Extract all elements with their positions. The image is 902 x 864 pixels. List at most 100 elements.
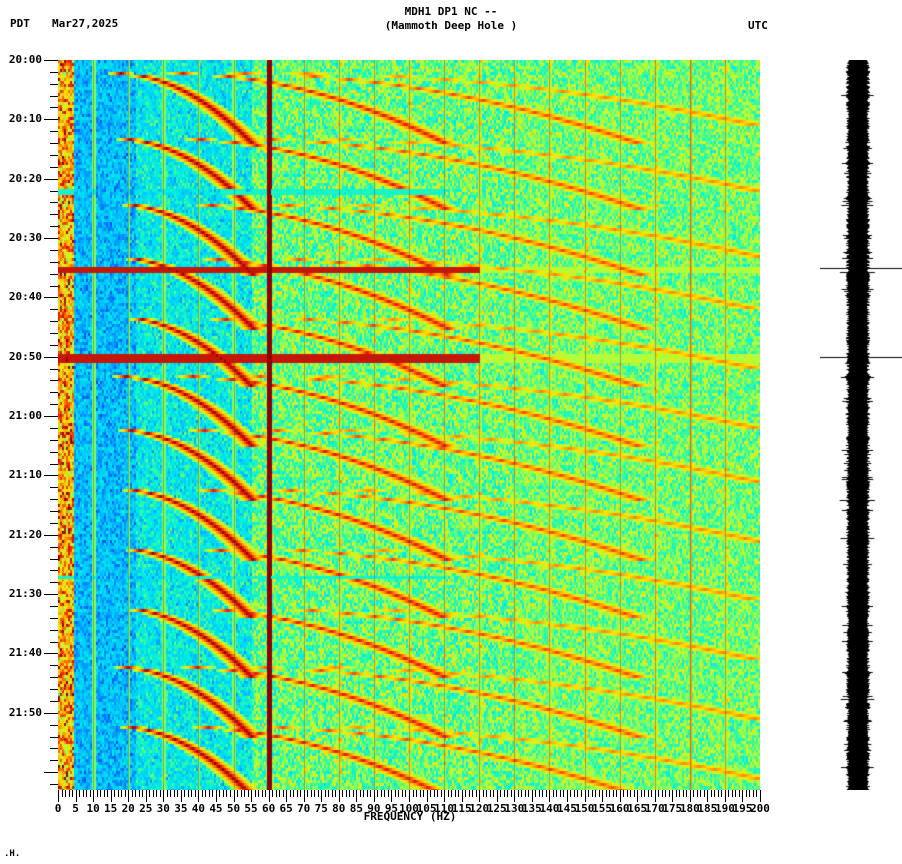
time-tick-major — [44, 238, 58, 240]
time-tick-minor — [50, 143, 58, 145]
frequency-label: 180 — [679, 802, 700, 815]
frequency-tick-major — [215, 790, 217, 802]
frequency-tick-minor — [468, 790, 470, 797]
time-tick-minor — [50, 522, 58, 524]
frequency-tick-minor — [538, 790, 540, 797]
frequency-tick-minor — [65, 790, 67, 797]
frequency-tick-major — [286, 790, 288, 802]
time-tick-minor — [50, 748, 58, 750]
frequency-tick-major — [531, 790, 533, 802]
frequency-label: 200 — [750, 802, 770, 815]
frequency-tick-minor — [300, 790, 302, 797]
frequency-label: 160 — [609, 802, 630, 815]
frequency-tick-minor — [605, 790, 607, 797]
frequency-tick-minor — [384, 790, 386, 797]
frequency-tick-minor — [609, 790, 611, 797]
frequency-tick-minor — [686, 790, 688, 797]
frequency-tick-major — [742, 790, 744, 802]
frequency-tick-minor — [412, 790, 414, 797]
frequency-tick-major — [549, 790, 551, 802]
frequency-label: 85 — [349, 802, 363, 815]
frequency-label: 195 — [732, 802, 753, 815]
frequency-tick-minor — [752, 790, 754, 797]
frequency-tick-minor — [387, 790, 389, 797]
time-tick-minor — [50, 249, 58, 251]
frequency-tick-minor — [131, 790, 133, 797]
time-tick-minor — [50, 404, 58, 406]
frequency-tick-minor — [626, 790, 628, 797]
frequency-tick-major — [233, 790, 235, 802]
time-tick-minor — [50, 439, 58, 441]
frequency-tick-minor — [229, 790, 231, 797]
frequency-label: 145 — [557, 802, 577, 815]
frequency-tick-minor — [212, 790, 214, 797]
frequency-tick-major — [637, 790, 639, 802]
time-tick-minor — [50, 273, 58, 275]
frequency-tick-minor — [658, 790, 660, 797]
frequency-tick-minor — [465, 790, 467, 797]
frequency-tick-minor — [156, 790, 158, 797]
time-tick-minor — [50, 487, 58, 489]
header-timezone-right: UTC — [748, 19, 768, 32]
frequency-tick-minor — [486, 790, 488, 797]
time-label-pdt: 20:00 — [8, 53, 42, 66]
frequency-tick-minor — [240, 790, 242, 797]
frequency-tick-minor — [591, 790, 593, 797]
frequency-tick-minor — [503, 790, 505, 797]
frequency-tick-minor — [121, 790, 123, 797]
time-tick-minor — [50, 202, 58, 204]
frequency-tick-minor — [226, 790, 228, 797]
frequency-tick-minor — [696, 790, 698, 797]
frequency-tick-minor — [166, 790, 168, 797]
frequency-tick-minor — [72, 790, 74, 797]
frequency-tick-minor — [612, 790, 614, 797]
time-tick-minor — [50, 107, 58, 109]
frequency-label: 15 — [104, 802, 118, 815]
frequency-tick-major — [321, 790, 323, 802]
time-tick-minor — [50, 451, 58, 453]
frequency-tick-minor — [440, 790, 442, 797]
header-date: Mar27,2025 — [52, 17, 119, 30]
frequency-tick-minor — [703, 790, 705, 797]
frequency-tick-minor — [598, 790, 600, 797]
time-tick-minor — [50, 392, 58, 394]
frequency-tick-minor — [728, 790, 730, 797]
frequency-tick-minor — [265, 790, 267, 797]
frequency-tick-minor — [328, 790, 330, 797]
frequency-tick-major — [566, 790, 568, 802]
time-tick-minor — [50, 131, 58, 133]
frequency-tick-minor — [528, 790, 530, 797]
frequency-label: 0 — [54, 802, 62, 815]
frequency-tick-minor — [556, 790, 558, 797]
frequency-tick-major — [145, 790, 147, 802]
frequency-tick-minor — [433, 790, 435, 797]
spectrogram-plot[interactable] — [58, 60, 760, 790]
frequency-tick-minor — [103, 790, 105, 797]
time-axis-left-pdt: 20:00 20:10 20:20 20:30 20:40 20:50 21:00 21:10… — [0, 0, 58, 864]
frequency-tick-major — [373, 790, 375, 802]
frequency-label: 25 — [139, 802, 153, 815]
frequency-tick-major — [602, 790, 604, 802]
frequency-tick-minor — [570, 790, 572, 797]
frequency-tick-minor — [493, 790, 495, 797]
time-tick-minor — [50, 83, 58, 85]
time-tick-major — [44, 475, 58, 477]
seismogram-trace-panel[interactable] — [820, 60, 902, 790]
frequency-tick-minor — [307, 790, 309, 797]
time-tick-minor — [50, 214, 58, 216]
frequency-label: 90 — [367, 802, 381, 815]
frequency-label: 40 — [191, 802, 206, 815]
frequency-tick-minor — [89, 790, 91, 797]
frequency-label: 130 — [504, 802, 525, 815]
frequency-tick-minor — [489, 790, 491, 797]
frequency-tick-minor — [135, 790, 137, 797]
frequency-label: 155 — [592, 802, 612, 815]
frequency-label: 80 — [332, 802, 346, 815]
frequency-tick-minor — [82, 790, 84, 797]
frequency-tick-major — [654, 790, 656, 802]
time-tick-minor — [50, 511, 58, 513]
frequency-tick-minor — [416, 790, 418, 797]
frequency-label: 105 — [416, 802, 437, 815]
frequency-tick-major — [689, 790, 691, 802]
frequency-label: 10 — [86, 802, 100, 815]
